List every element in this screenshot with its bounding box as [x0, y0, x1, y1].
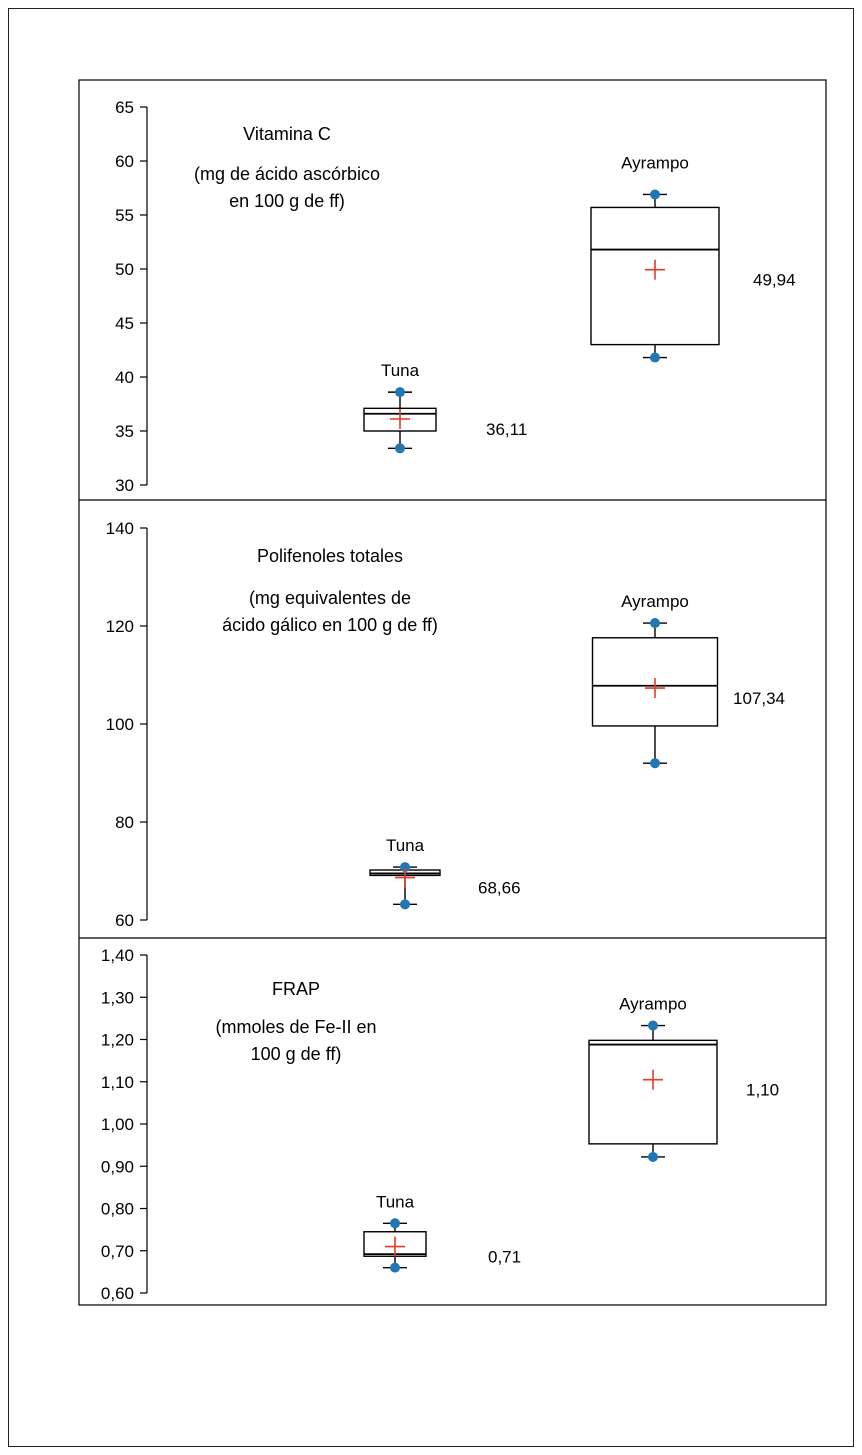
max-point	[400, 862, 410, 873]
panel-title: Vitamina C	[243, 124, 331, 144]
mean-value-label: 36,11	[486, 420, 527, 439]
mean-marker	[643, 1069, 663, 1090]
panel-subtitle: (mg equivalentes de	[249, 588, 411, 608]
y-tick-label: 1,00	[101, 1115, 134, 1134]
y-tick-label: 0,60	[101, 1284, 134, 1303]
y-tick-label: 60	[115, 152, 134, 171]
mean-marker	[395, 867, 415, 888]
max-point	[650, 618, 660, 629]
max-point	[648, 1020, 658, 1031]
y-tick-label: 50	[115, 260, 134, 279]
panel-subtitle: ácido gálico en 100 g de ff)	[222, 615, 438, 635]
panel-title: FRAP	[272, 979, 320, 999]
box-tuna: Tuna 68,66	[369, 836, 521, 910]
group-label: Tuna	[376, 1192, 415, 1211]
mean-value-label: 49,94	[753, 271, 796, 290]
box-tuna: Tuna 36,11	[363, 361, 527, 454]
box-tuna: Tuna 0,71	[363, 1192, 521, 1273]
max-point	[395, 387, 405, 398]
plot-border	[78, 79, 827, 1306]
box-ayrampo: Ayrampo 49,94	[590, 153, 796, 363]
y-axis: 60 80 100 120 140	[106, 519, 148, 930]
mean-marker	[645, 678, 665, 699]
box-iqr	[590, 206, 720, 346]
panel-title: Polifenoles totales	[257, 546, 403, 566]
panel-subtitle: (mmoles de Fe-II en	[215, 1017, 376, 1037]
mean-marker	[645, 259, 665, 280]
y-tick-label: 80	[115, 813, 134, 832]
min-point	[650, 758, 660, 769]
y-tick-label: 30	[115, 476, 134, 495]
panel-2: 60 80 100 120 140 Polifenoles totales (mg equi…	[79, 499, 826, 930]
mean-value-label: 1,10	[746, 1081, 779, 1100]
y-tick-label: 1,20	[101, 1031, 134, 1050]
panel-subtitle: (mg de ácido ascórbico	[194, 164, 380, 184]
min-point	[400, 899, 410, 910]
y-tick-label: 0,70	[101, 1242, 134, 1261]
y-tick-label: 65	[115, 98, 134, 117]
group-label: Tuna	[386, 836, 425, 855]
min-point	[390, 1262, 400, 1273]
min-point	[648, 1151, 658, 1162]
y-tick-label: 40	[115, 368, 134, 387]
box-ayrampo: Ayrampo 107,34	[591, 592, 785, 769]
mean-value-label: 68,66	[478, 879, 521, 898]
panel-1: 30 35 40 45 50 55 60 65 Vitamina C (mg de ácido a…	[115, 98, 795, 495]
mean-marker	[390, 409, 410, 430]
y-tick-label: 60	[115, 911, 134, 930]
min-point	[395, 443, 405, 454]
y-tick-label: 1,10	[101, 1073, 134, 1092]
panel-subtitle: 100 g de ff)	[251, 1044, 342, 1064]
y-tick-label: 100	[106, 715, 134, 734]
group-label: Ayrampo	[621, 592, 689, 611]
box-iqr	[591, 637, 719, 727]
mean-value-label: 107,34	[733, 689, 785, 708]
box-iqr	[588, 1039, 718, 1145]
box-ayrampo: Ayrampo 1,10	[588, 995, 779, 1162]
y-axis: 0,60 0,70 0,80 0,90 1,00 1,10 1,20 1,30 1,40	[101, 946, 148, 1303]
mean-value-label: 0,71	[488, 1248, 521, 1267]
y-tick-label: 0,90	[101, 1157, 134, 1176]
max-point	[650, 189, 660, 200]
panel-subtitle: en 100 g de ff)	[229, 191, 345, 211]
y-tick-label: 0,80	[101, 1200, 134, 1219]
min-point	[650, 352, 660, 363]
y-tick-label: 1,30	[101, 988, 134, 1007]
y-tick-label: 55	[115, 206, 134, 225]
y-axis: 30 35 40 45 50 55 60 65	[115, 98, 148, 495]
mean-marker	[385, 1236, 405, 1257]
y-tick-label: 140	[106, 519, 134, 538]
panel-3: 0,60 0,70 0,80 0,90 1,00 1,10 1,20 1,30 1,40 FRAP…	[79, 937, 826, 1303]
y-tick-label: 120	[106, 617, 134, 636]
y-tick-label: 1,40	[101, 946, 134, 965]
group-label: Ayrampo	[621, 153, 689, 172]
group-label: Tuna	[381, 361, 420, 380]
figure-frame	[8, 8, 854, 1447]
max-point	[390, 1218, 400, 1229]
y-tick-label: 45	[115, 314, 134, 333]
box-iqr	[363, 407, 437, 432]
y-tick-label: 35	[115, 422, 134, 441]
group-label: Ayrampo	[619, 995, 687, 1014]
